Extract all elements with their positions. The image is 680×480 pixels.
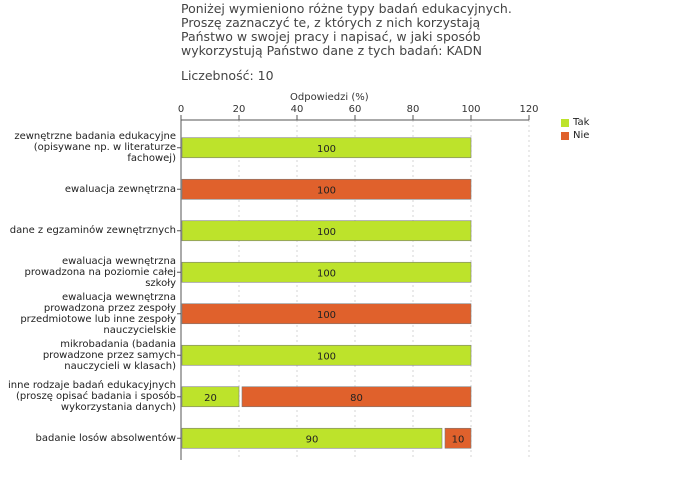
x-tick-label: 120 [519, 104, 538, 115]
bar-nie [444, 427, 472, 449]
sample-count: Liczebność: 10 [181, 68, 274, 83]
category-label: ewaluacja wewnętrzna prowadzona na pozio… [24, 255, 176, 289]
bar-value-label: 20 [204, 393, 217, 404]
bar-tak [181, 386, 240, 408]
x-tick-label: 20 [233, 104, 246, 115]
category-label: ewaluacja wewnętrzna prowadzona przez ze… [20, 291, 176, 336]
legend-item-tak: Tak [561, 116, 589, 129]
bar-tak [181, 137, 472, 159]
bar-nie [181, 178, 472, 200]
category-label: inne rodzaje badań edukacyjnych (proszę … [8, 380, 176, 414]
bar-nie [241, 386, 472, 408]
bar-tak [181, 220, 472, 242]
category-label: mikrobadania (badania prowadzone przez s… [42, 338, 176, 372]
legend-item-nie: Nie [561, 129, 589, 142]
x-tick-label: 40 [291, 104, 304, 115]
bar-value-label: 100 [317, 310, 336, 321]
bar-value-label: 100 [317, 227, 336, 238]
bar-value-label: 100 [317, 351, 336, 362]
bar-tak [181, 427, 443, 449]
bar-tak [181, 261, 472, 283]
category-label: badanie losów absolwentów [35, 432, 176, 444]
chart-title: Poniżej wymieniono różne typy badań eduk… [181, 1, 512, 58]
legend-swatch-tak [561, 118, 569, 127]
legend: Tak Nie [561, 116, 589, 142]
legend-label-tak: Tak [573, 117, 590, 128]
x-tick-label: 60 [349, 104, 362, 115]
bar-value-label: 80 [350, 393, 363, 404]
bar-tak [181, 344, 472, 366]
bar-value-label: 10 [452, 434, 465, 445]
x-tick-label: 100 [461, 104, 480, 115]
category-label: dane z egzaminów zewnętrznych [9, 225, 176, 237]
bar-value-label: 100 [317, 144, 336, 155]
legend-label-nie: Nie [573, 130, 590, 141]
bar-value-label: 100 [317, 185, 336, 196]
bar-value-label: 90 [306, 434, 319, 445]
x-tick-label: 80 [407, 104, 420, 115]
bar-nie [181, 303, 472, 325]
category-label: zewnętrzne badania edukacyjne (opisywane… [14, 131, 176, 165]
category-label: ewaluacja zewnętrzna [64, 183, 176, 195]
legend-swatch-nie [561, 131, 569, 140]
x-axis-label: Odpowiedzi (%) [290, 92, 369, 103]
bar-value-label: 100 [317, 268, 336, 279]
x-tick-label: 0 [178, 104, 184, 115]
